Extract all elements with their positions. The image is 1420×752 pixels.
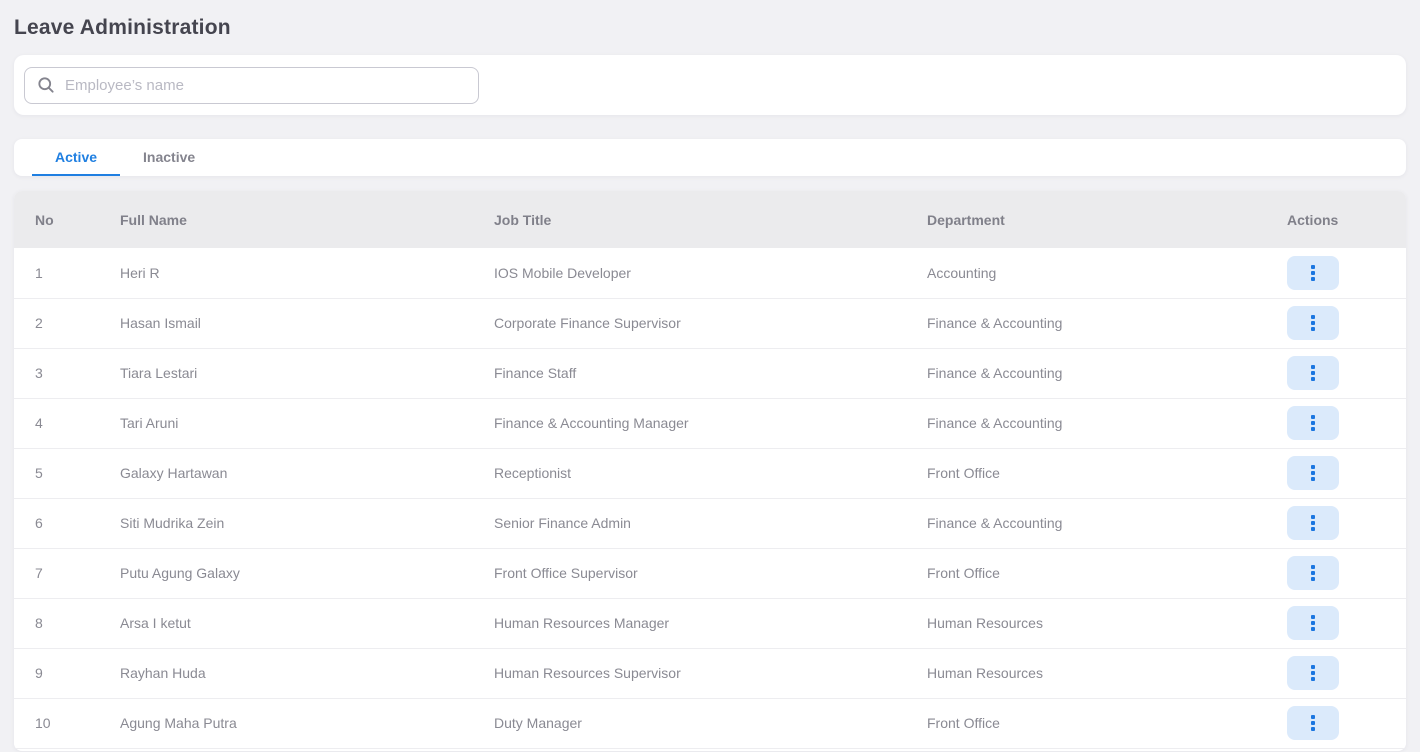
table-row: 8 Arsa I ketut Human Resources Manager H… [14, 598, 1406, 649]
cell-department: Front Office [927, 448, 1287, 499]
cell-row-number: 1 [14, 248, 120, 299]
cell-department: Finance & Accounting [927, 348, 1287, 399]
row-actions-button[interactable] [1287, 706, 1339, 740]
cell-full-name: Tiara Lestari [120, 348, 494, 399]
search-input[interactable] [65, 76, 467, 94]
cell-department: Human Resources [927, 598, 1287, 649]
vertical-ellipsis-icon [1311, 671, 1315, 675]
cell-actions [1287, 348, 1406, 399]
vertical-ellipsis-icon [1311, 621, 1315, 625]
cell-actions [1287, 548, 1406, 599]
cell-full-name: Galaxy Hartawan [120, 448, 494, 499]
table-row: 10 Agung Maha Putra Duty Manager Front O… [14, 698, 1406, 749]
cell-row-number: 8 [14, 598, 120, 649]
tabs-bar: Active Inactive [14, 139, 1406, 176]
column-header-actions: Actions [1287, 191, 1406, 248]
cell-actions [1287, 498, 1406, 549]
cell-department: Finance & Accounting [927, 398, 1287, 449]
tab-inactive[interactable]: Inactive [143, 148, 196, 165]
table-row: 6 Siti Mudrika Zein Senior Finance Admin… [14, 498, 1406, 549]
cell-job-title: Finance Staff [494, 348, 927, 399]
cell-row-number: 10 [14, 698, 120, 749]
cell-actions [1287, 698, 1406, 749]
cell-row-number: 6 [14, 498, 120, 549]
cell-department: Front Office [927, 698, 1287, 749]
vertical-ellipsis-icon [1311, 521, 1315, 525]
row-actions-button[interactable] [1287, 306, 1339, 340]
cell-job-title: Human Resources Supervisor [494, 648, 927, 699]
table-row: 7 Putu Agung Galaxy Front Office Supervi… [14, 548, 1406, 599]
cell-row-number: 7 [14, 548, 120, 599]
cell-full-name: Heri R [120, 248, 494, 299]
cell-actions [1287, 398, 1406, 449]
column-header-department: Department [927, 191, 1287, 248]
row-actions-button[interactable] [1287, 456, 1339, 490]
cell-full-name: Rayhan Huda [120, 648, 494, 699]
cell-department: Front Office [927, 548, 1287, 599]
row-actions-button[interactable] [1287, 356, 1339, 390]
cell-full-name: Hasan Ismail [120, 298, 494, 349]
vertical-ellipsis-icon [1311, 471, 1315, 475]
cell-actions [1287, 248, 1406, 299]
table-body: 1 Heri R IOS Mobile Developer Accounting… [14, 248, 1406, 749]
row-actions-button[interactable] [1287, 506, 1339, 540]
row-actions-button[interactable] [1287, 606, 1339, 640]
cell-row-number: 9 [14, 648, 120, 699]
cell-job-title: Receptionist [494, 448, 927, 499]
employees-table-card: No Full Name Job Title Department Action… [14, 191, 1406, 751]
cell-job-title: Corporate Finance Supervisor [494, 298, 927, 349]
cell-job-title: Front Office Supervisor [494, 548, 927, 599]
cell-row-number: 3 [14, 348, 120, 399]
table-header: No Full Name Job Title Department Action… [14, 191, 1406, 248]
vertical-ellipsis-icon [1311, 270, 1315, 275]
cell-row-number: 5 [14, 448, 120, 499]
vertical-ellipsis-icon [1311, 321, 1315, 325]
row-actions-button[interactable] [1287, 556, 1339, 590]
page-title: Leave Administration [14, 16, 231, 39]
vertical-ellipsis-icon [1311, 421, 1315, 425]
cell-row-number: 4 [14, 398, 120, 449]
cell-full-name: Putu Agung Galaxy [120, 548, 494, 599]
cell-full-name: Tari Aruni [120, 398, 494, 449]
cell-job-title: Duty Manager [494, 698, 927, 749]
cell-job-title: Senior Finance Admin [494, 498, 927, 549]
search-box[interactable] [24, 66, 479, 104]
row-actions-button[interactable] [1287, 406, 1339, 440]
vertical-ellipsis-icon [1311, 571, 1315, 575]
cell-full-name: Agung Maha Putra [120, 698, 494, 749]
cell-actions [1287, 298, 1406, 349]
employees-table: No Full Name Job Title Department Action… [14, 191, 1406, 749]
table-row: 5 Galaxy Hartawan Receptionist Front Off… [14, 448, 1406, 499]
vertical-ellipsis-icon [1311, 371, 1315, 375]
cell-department: Human Resources [927, 648, 1287, 699]
search-icon [38, 77, 54, 93]
table-row: 3 Tiara Lestari Finance Staff Finance & … [14, 348, 1406, 399]
column-header-full-name: Full Name [120, 191, 494, 248]
table-row: 1 Heri R IOS Mobile Developer Accounting [14, 248, 1406, 299]
cell-job-title: Human Resources Manager [494, 598, 927, 649]
column-header-job-title: Job Title [494, 191, 927, 248]
row-actions-button[interactable] [1287, 656, 1339, 690]
cell-actions [1287, 648, 1406, 699]
vertical-ellipsis-icon [1311, 721, 1315, 725]
row-actions-button[interactable] [1287, 255, 1339, 290]
table-row: 9 Rayhan Huda Human Resources Supervisor… [14, 648, 1406, 699]
table-row: 4 Tari Aruni Finance & Accounting Manage… [14, 398, 1406, 449]
cell-full-name: Arsa I ketut [120, 598, 494, 649]
cell-full-name: Siti Mudrika Zein [120, 498, 494, 549]
search-card [14, 55, 1406, 115]
cell-department: Finance & Accounting [927, 498, 1287, 549]
tab-active[interactable]: Active [32, 139, 121, 176]
cell-job-title: IOS Mobile Developer [494, 248, 927, 299]
cell-actions [1287, 598, 1406, 649]
cell-actions [1287, 448, 1406, 499]
cell-department: Accounting [927, 248, 1287, 299]
cell-row-number: 2 [14, 298, 120, 349]
leave-administration-page: Leave Administration Active Inactive No … [0, 16, 1420, 751]
column-header-no: No [14, 191, 120, 248]
table-row: 2 Hasan Ismail Corporate Finance Supervi… [14, 298, 1406, 349]
cell-department: Finance & Accounting [927, 298, 1287, 349]
cell-job-title: Finance & Accounting Manager [494, 398, 927, 449]
